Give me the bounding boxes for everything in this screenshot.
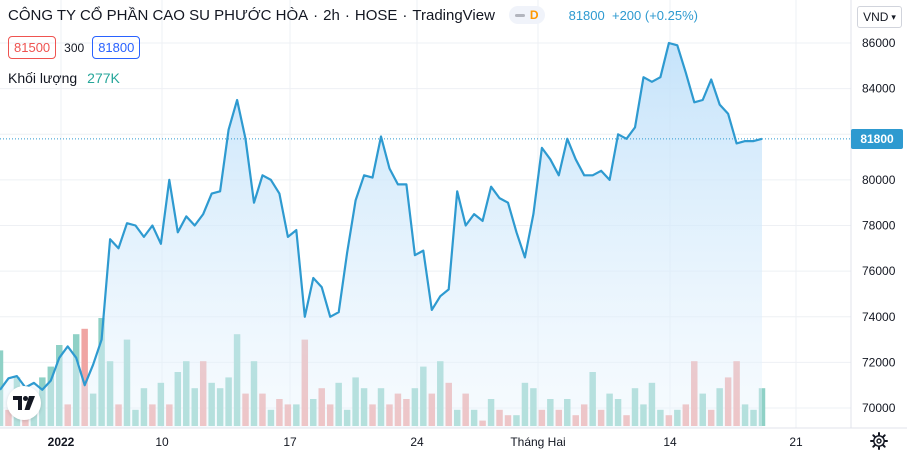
exchange-label: HOSE (354, 6, 398, 24)
delayed-data-label: D (529, 8, 539, 22)
y-tick-label: 78000 (862, 219, 896, 233)
separator-dot: · (344, 6, 350, 24)
volume-value: 277K (87, 70, 120, 86)
y-tick-label: 84000 (862, 82, 896, 96)
separator-dot: · (313, 6, 319, 24)
sell-price-button[interactable]: 81500 (8, 36, 57, 59)
price-change-value: +200 (+0.25%) (611, 7, 698, 23)
x-tick-label: 17 (283, 435, 297, 449)
price-line (0, 41, 763, 391)
tradingview-logo[interactable] (7, 386, 41, 420)
price-axis-last-label: 81800 (851, 128, 903, 149)
y-tick-label: 80000 (862, 173, 896, 187)
y-tick-label: 70000 (862, 401, 896, 415)
last-price-readout: 81800 +200 (+0.25%) (569, 8, 698, 23)
buy-price-button[interactable]: 81800 (92, 36, 141, 59)
y-tick-label: 86000 (862, 36, 896, 50)
currency-value: VND (863, 10, 889, 24)
x-tick-label: Tháng Hai (510, 435, 565, 449)
y-tick-label: 72000 (862, 355, 896, 369)
gear-icon[interactable] (868, 430, 890, 452)
legend-title-row: CÔNG TY CỔ PHẦN CAO SU PHƯỚC HÒA · 2h · … (8, 6, 698, 24)
x-tick-label: 14 (663, 435, 677, 449)
chevron-down-icon: ▾ (891, 11, 896, 22)
separator-dot: · (402, 6, 408, 24)
x-tick-label: 21 (789, 435, 803, 449)
volume-label[interactable]: Khối lượng (8, 70, 78, 86)
volume-bar (81, 328, 88, 426)
y-tick-label: 76000 (862, 264, 896, 278)
x-tick-label: 2022 (48, 435, 75, 449)
last-price-value: 81800 (568, 7, 605, 23)
x-tick-label: 10 (155, 435, 169, 449)
delay-badge[interactable]: D (508, 6, 545, 24)
spread-value: 300 (64, 40, 85, 55)
symbol-title[interactable]: CÔNG TY CỔ PHẦN CAO SU PHƯỚC HÒA (8, 6, 309, 24)
x-tick-label: 24 (410, 435, 424, 449)
currency-select[interactable]: VND ▾ (857, 6, 902, 28)
tradingview-logo-icon (13, 396, 35, 410)
gear-icon-glyph (870, 432, 888, 450)
legend-price-row: 81500 300 81800 (8, 36, 148, 59)
y-tick-label: 74000 (862, 310, 896, 324)
price-area (0, 43, 762, 428)
legend-volume-row: Khối lượng 277K (8, 70, 120, 86)
source-label: TradingView (412, 6, 495, 24)
interval-label[interactable]: 2h (323, 6, 340, 24)
market-status-icon (514, 13, 525, 17)
